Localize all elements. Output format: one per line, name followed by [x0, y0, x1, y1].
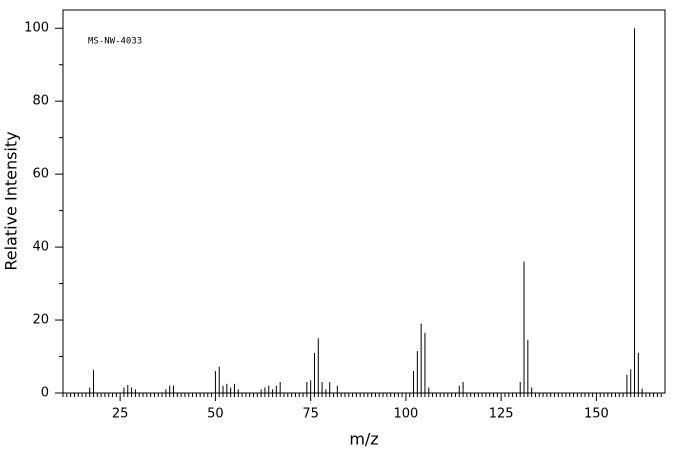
- plot-frame: [62, 9, 666, 394]
- x-tick-label: 125: [489, 407, 514, 422]
- y-tick-label: 0: [41, 386, 49, 401]
- x-tick-label: 150: [584, 407, 609, 422]
- x-axis-title: m/z: [349, 430, 378, 449]
- x-tick-label: 50: [207, 407, 224, 422]
- x-tick-label: 75: [302, 407, 319, 422]
- y-tick-label: 20: [32, 313, 49, 328]
- y-tick-label: 80: [32, 94, 49, 109]
- annotation: MS-NW-4033: [88, 37, 142, 47]
- x-tick-label: 100: [393, 407, 418, 422]
- y-axis-title: Relative Intensity: [2, 131, 21, 270]
- y-tick-label: 40: [32, 240, 49, 255]
- y-tick-label: 100: [24, 21, 49, 36]
- y-tick-label: 60: [32, 167, 49, 182]
- x-tick-label: 25: [112, 407, 129, 422]
